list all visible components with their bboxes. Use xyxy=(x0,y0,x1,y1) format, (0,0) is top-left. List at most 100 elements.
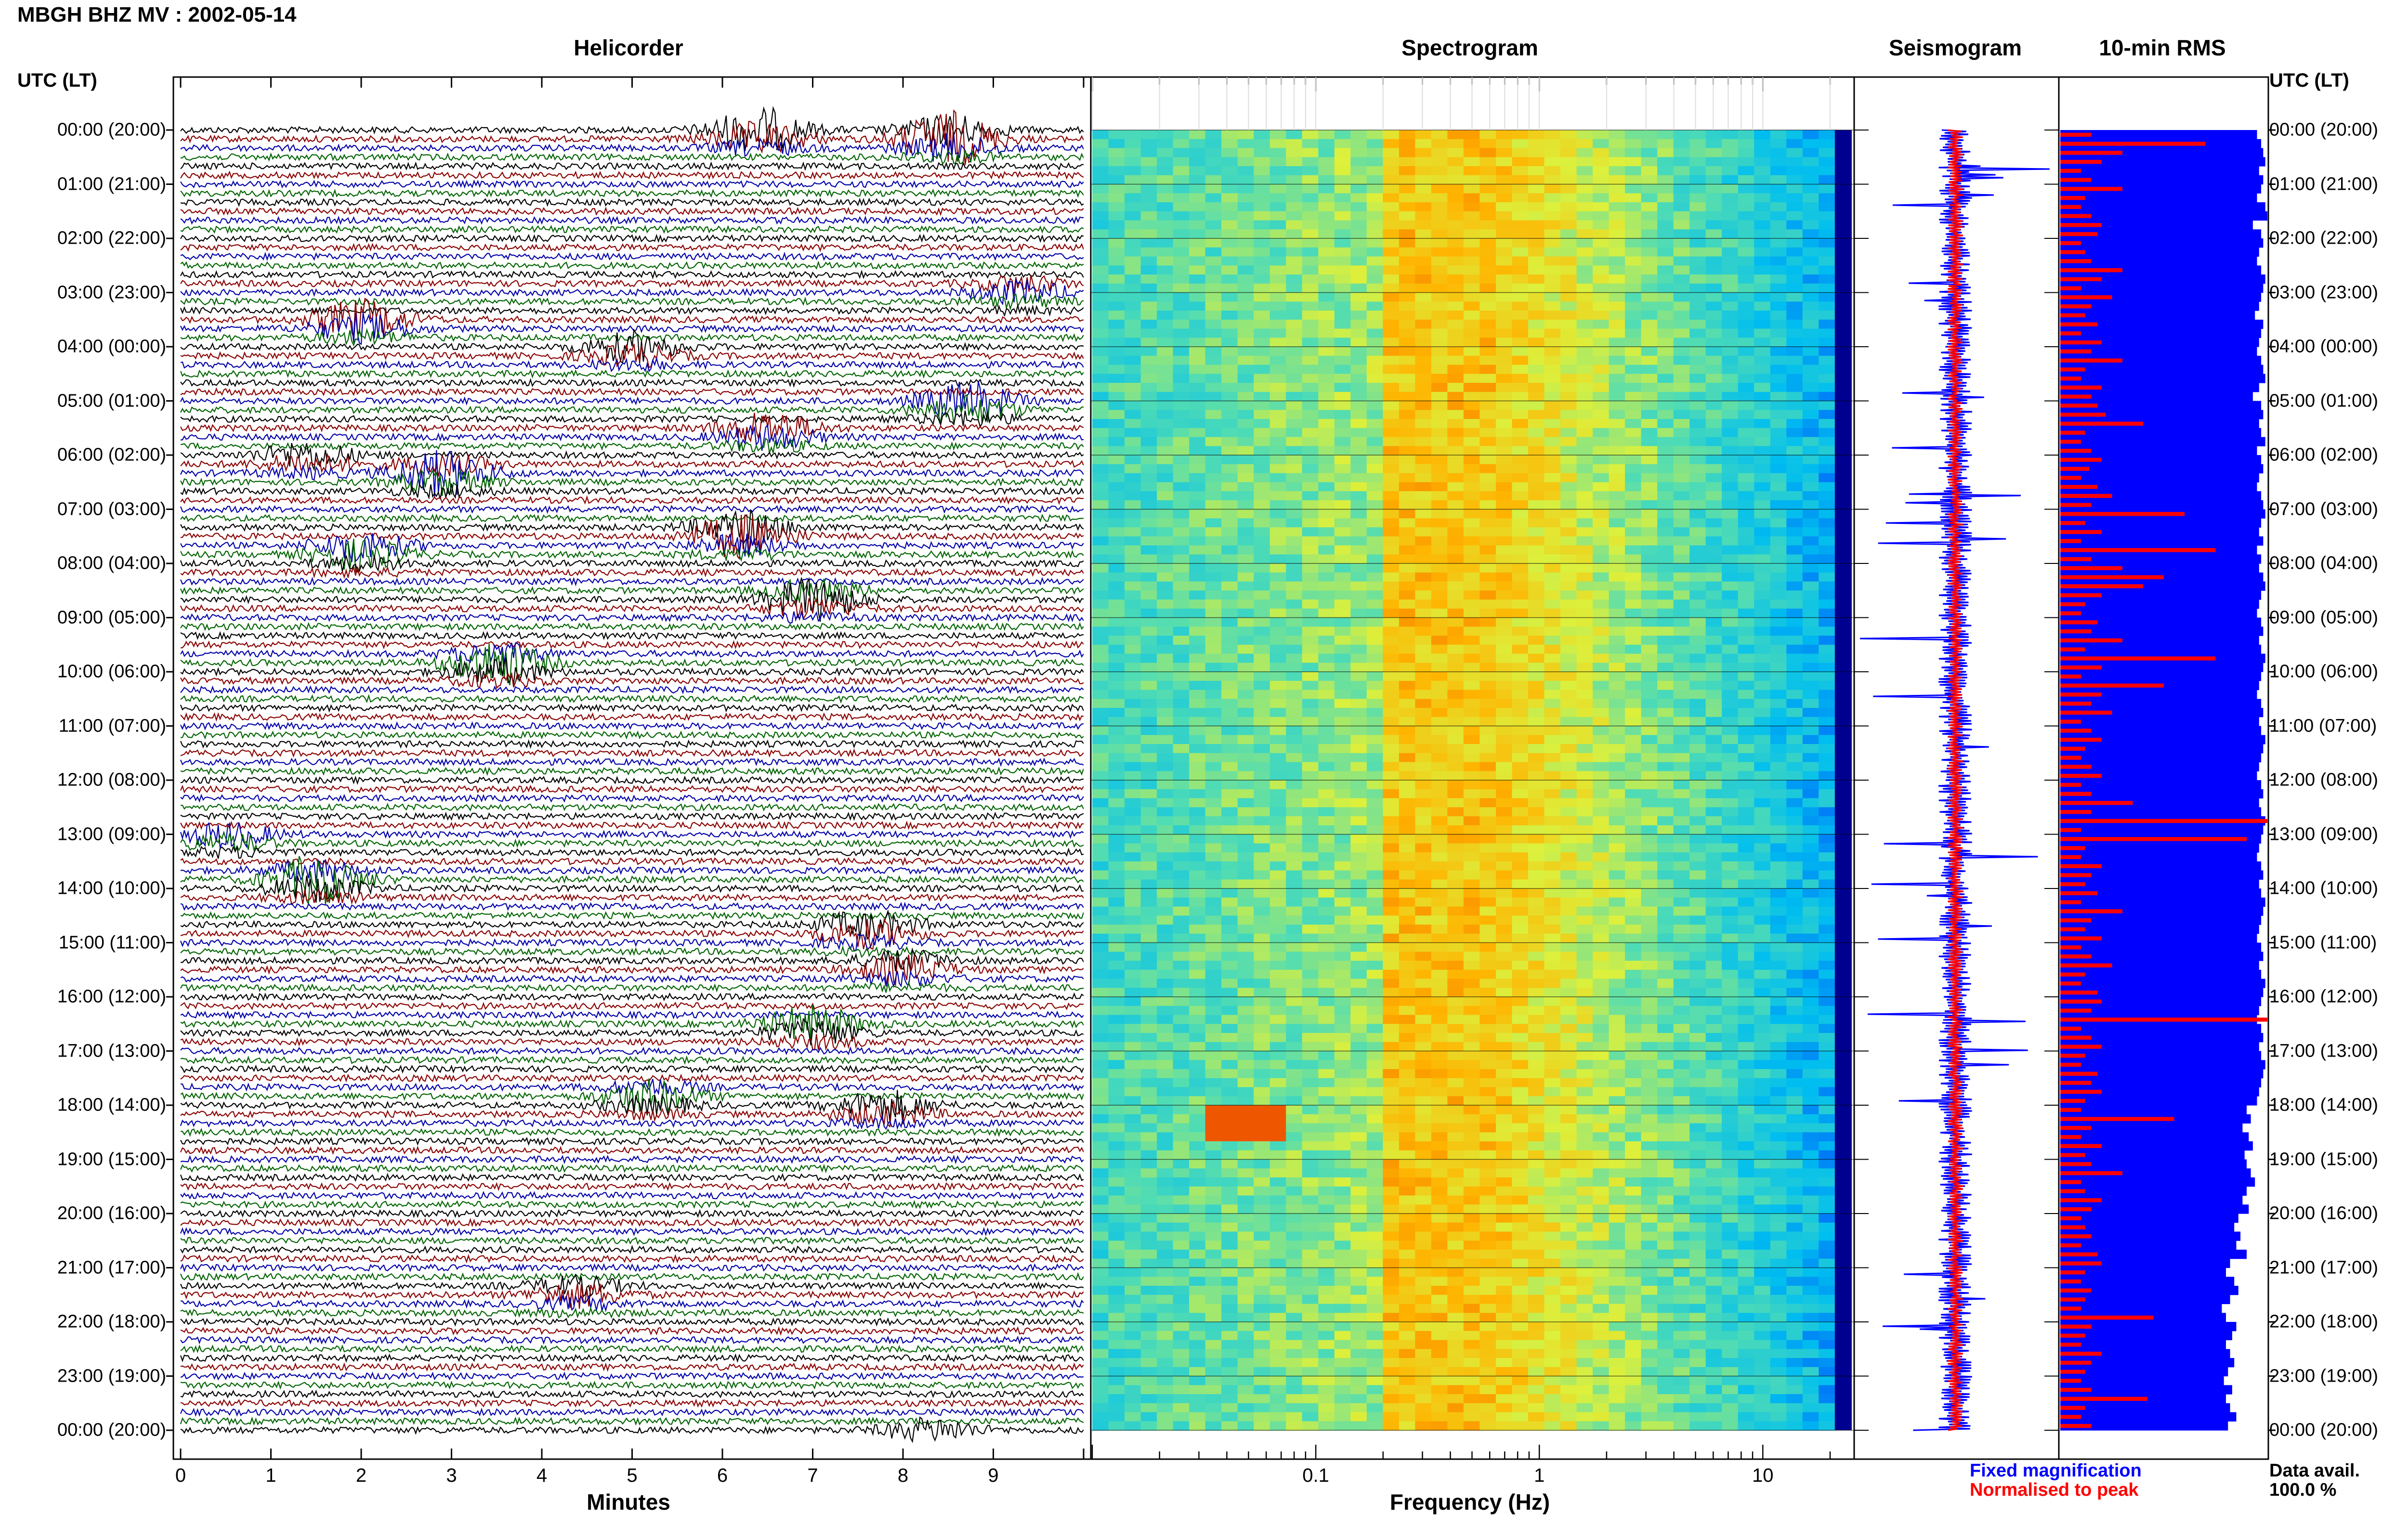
spectrogram-cell xyxy=(1238,735,1254,744)
spectrogram-cell xyxy=(1092,888,1109,898)
spectrogram-cell xyxy=(1238,943,1254,952)
spectrogram-cell xyxy=(1819,482,1835,491)
spectrogram-cell xyxy=(1431,771,1448,780)
spectrogram-cell xyxy=(1238,925,1254,934)
spectrogram-cell xyxy=(1803,554,1819,563)
spectrogram-cell xyxy=(1109,735,1125,744)
spectrogram-cell xyxy=(1609,392,1625,401)
spectrogram-cell xyxy=(1302,979,1319,988)
spectrogram-cell xyxy=(1367,166,1383,175)
spectrogram-cell xyxy=(1318,717,1335,726)
spectrogram-cell xyxy=(1189,573,1205,582)
spectrogram-cell xyxy=(1674,455,1690,464)
spectrogram-cell xyxy=(1593,455,1609,464)
spectrogram-cell xyxy=(1431,952,1448,961)
spectrogram-cell xyxy=(1528,374,1544,383)
spectrogram-cell xyxy=(1609,780,1625,789)
spectrogram-cell xyxy=(1722,582,1738,591)
spectrogram-cell xyxy=(1641,284,1658,293)
spectrogram-cell xyxy=(1625,789,1641,798)
spectrogram-cell xyxy=(1205,789,1222,798)
spectrogram-cell xyxy=(1318,699,1335,708)
spectrogram-cell xyxy=(1819,148,1835,157)
spectrogram-cell xyxy=(1254,464,1270,473)
spectrogram-cell xyxy=(1157,356,1173,365)
spectrogram-cell xyxy=(1786,888,1803,898)
spectrogram-cell xyxy=(1609,563,1625,573)
spectrogram-cell xyxy=(1625,311,1641,320)
spectrogram-cell xyxy=(1560,672,1577,681)
spectrogram-cell xyxy=(1318,934,1335,943)
spectrogram-cell xyxy=(1205,166,1222,175)
spectrogram-cell xyxy=(1125,1069,1141,1078)
spectrogram-cell xyxy=(1674,699,1690,708)
spectrogram-cell xyxy=(1738,1060,1754,1069)
spectrogram-cell xyxy=(1286,852,1302,862)
spectrogram-cell xyxy=(1205,843,1222,852)
spectrogram-cell xyxy=(1447,518,1464,527)
spectrogram-cell xyxy=(1221,798,1238,808)
spectrogram-cell xyxy=(1157,952,1173,961)
spectrogram-cell xyxy=(1415,807,1431,816)
spectrogram-cell xyxy=(1657,898,1674,907)
spectrogram-cell xyxy=(1254,997,1270,1006)
spectrogram-cell xyxy=(1286,871,1302,880)
spectrogram-cell xyxy=(1447,184,1464,194)
spectrogram-cell xyxy=(1447,879,1464,888)
spectrogram-cell xyxy=(1819,518,1835,527)
spectrogram-cell xyxy=(1819,681,1835,690)
spectrogram-cell xyxy=(1689,979,1706,988)
spectrogram-cell xyxy=(1173,672,1190,681)
spectrogram-cell xyxy=(1674,690,1690,699)
spectrogram-cell xyxy=(1496,762,1512,771)
spectrogram-cell xyxy=(1189,600,1205,609)
spectrogram-cell xyxy=(1657,835,1674,844)
spectrogram-cell xyxy=(1770,157,1787,166)
spectrogram-cell xyxy=(1738,1006,1754,1015)
spectrogram-cell xyxy=(1270,798,1286,808)
spectrogram-cell xyxy=(1479,320,1496,329)
spectrogram-cell xyxy=(1786,491,1803,500)
spectrogram-cell xyxy=(1173,211,1190,221)
spectrogram-cell xyxy=(1512,979,1529,988)
spectrogram-cell xyxy=(1544,211,1561,221)
spectrogram-cell xyxy=(1786,627,1803,636)
spectrogram-cell xyxy=(1560,554,1577,563)
spectrogram-cell xyxy=(1544,726,1561,735)
spectrogram-cell xyxy=(1803,573,1819,582)
spectrogram-cell xyxy=(1786,274,1803,284)
spectrogram-cell xyxy=(1593,915,1609,925)
spectrogram-cell xyxy=(1625,464,1641,473)
spectrogram-cell xyxy=(1205,672,1222,681)
spectrogram-cell xyxy=(1205,744,1222,753)
spectrogram-cell xyxy=(1205,590,1222,600)
spectrogram-cell xyxy=(1657,925,1674,934)
spectrogram-cell xyxy=(1625,925,1641,934)
spectrogram-cell xyxy=(1350,708,1367,717)
spectrogram-cell xyxy=(1367,527,1383,536)
spectrogram-cell xyxy=(1786,663,1803,672)
spectrogram-cell xyxy=(1286,708,1302,717)
spectrogram-cell xyxy=(1706,934,1722,943)
spectrogram-cell xyxy=(1318,807,1335,816)
spectrogram-cell xyxy=(1560,970,1577,979)
spectrogram-cell xyxy=(1528,166,1544,175)
spectrogram-cell xyxy=(1157,482,1173,491)
spectrogram-cell xyxy=(1544,527,1561,536)
spectrogram-cell xyxy=(1722,193,1738,202)
spectrogram-cell xyxy=(1689,717,1706,726)
spectrogram-cell xyxy=(1625,1015,1641,1024)
spectrogram-cell xyxy=(1415,221,1431,230)
spectrogram-cell xyxy=(1431,311,1448,320)
spectrogram-cell xyxy=(1464,699,1480,708)
spectrogram-cell xyxy=(1254,835,1270,844)
spectrogram-cell xyxy=(1479,509,1496,519)
spectrogram-cell xyxy=(1738,934,1754,943)
spectrogram-cell xyxy=(1479,852,1496,862)
spectrogram-cell xyxy=(1367,301,1383,311)
spectrogram-cell xyxy=(1803,202,1819,211)
spectrogram-cell xyxy=(1722,825,1738,835)
spectrogram-cell xyxy=(1205,654,1222,663)
spectrogram-cell xyxy=(1270,862,1286,871)
spectrogram-cell xyxy=(1593,816,1609,825)
